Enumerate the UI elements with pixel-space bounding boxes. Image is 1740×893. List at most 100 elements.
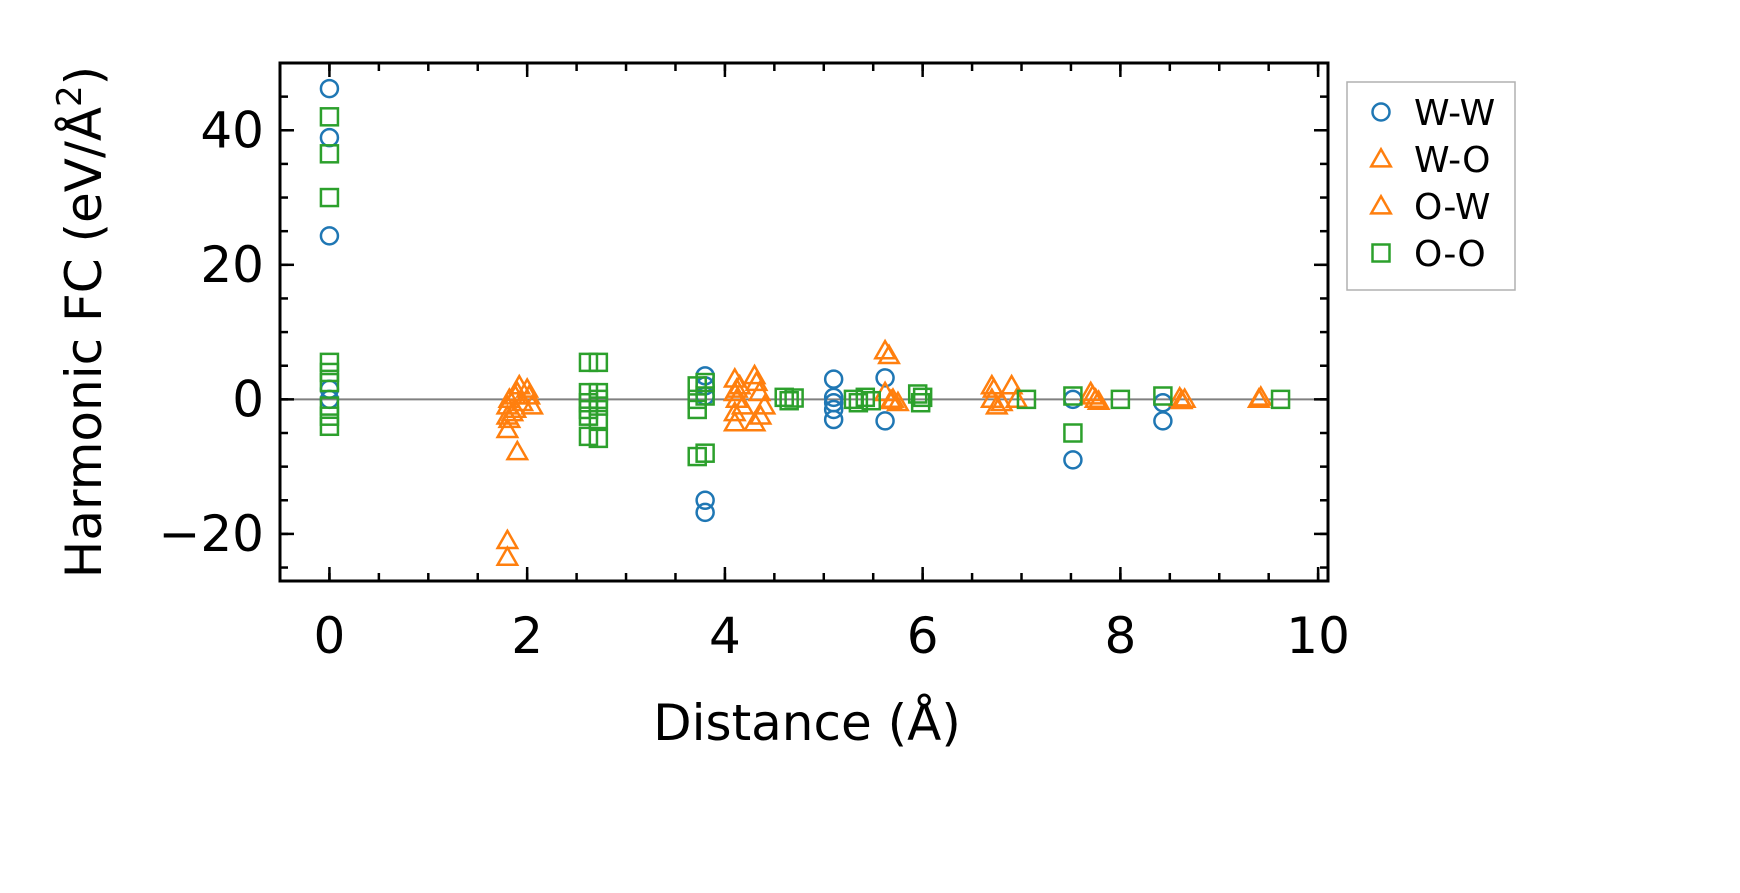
data-point-o-w [981,376,1006,398]
data-point-o-w [505,380,530,402]
plot-area [280,63,1328,581]
y-axis-label-superscript: 2 [50,85,90,107]
data-point-w-w [823,409,844,430]
data-point-w-w [823,399,844,420]
data-point-w-o [885,390,910,412]
data-point-o-o [1153,386,1173,406]
data-point-o-o [578,426,599,447]
data-point-o-w [1169,388,1194,410]
data-point-o-o [848,392,869,413]
legend-marker-w-o [1369,146,1393,168]
x-tick-label: 8 [1104,607,1136,665]
data-point-w-w [875,411,895,431]
data-point-o-o [779,390,799,411]
data-point-o-o [319,187,340,208]
data-point-w-w [319,226,340,246]
data-point-o-o [774,387,794,408]
tick-labels: 0 2 4 6 8 10 −20 0 20 40 [158,101,1349,665]
x-tick-label: 10 [1286,607,1350,665]
data-point-w-o [742,410,767,432]
data-point-w-o [1004,387,1029,408]
data-point-o-o [319,352,340,373]
legend-entry-o-w: O-W [1369,187,1490,228]
data-point-o-o [319,372,340,393]
data-point-o-w [722,400,747,422]
y-tick-label: −20 [158,505,264,563]
data-point-o-o [695,372,715,393]
data-point-w-o [747,380,772,402]
data-point-o-o [695,386,715,406]
x-tick-label: 0 [314,607,346,665]
data-point-w-o [505,439,530,461]
legend-label-w-o: W-O [1414,140,1490,181]
legend-label-o-w: O-W [1414,187,1490,228]
data-point-o-o [588,352,609,373]
data-point-o-o [1063,386,1083,406]
data-point-o-o [861,390,881,411]
legend-entries: W-W W-O O-W O-O [1369,93,1495,275]
data-point-w-o [1172,387,1197,408]
data-point-o-o [1110,389,1131,410]
data-point-w-w [823,387,844,408]
data-point-o-w [730,393,755,415]
x-tick-label: 6 [907,607,939,665]
data-point-o-w [517,383,542,405]
legend: W-W W-O O-W O-O [1346,81,1516,291]
plot-frame [278,61,1330,583]
data-point-o-o [1270,389,1291,410]
y-axis-label-main: Harmonic FC (eV/Å [55,107,113,578]
data-point-o-w [879,388,903,410]
series-o-w [497,343,1273,429]
data-point-w-o [515,376,540,398]
data-point-o-w [748,403,773,425]
data-point-o-o [319,416,340,437]
data-point-o-o [695,443,715,463]
x-axis-label: Distance (Å) [653,694,961,752]
data-point-o-o [588,428,609,449]
legend-label-w-w: W-W [1414,93,1495,134]
x-tick-label: 2 [511,607,543,665]
legend-entry-o-o: O-O [1371,234,1486,275]
data-point-o-o [910,392,931,413]
data-point-o-w [724,376,749,398]
legend-marker-o-w [1369,193,1393,215]
data-point-w-w [1063,450,1083,470]
data-point-o-o [912,387,933,408]
series-o-o [319,107,1291,467]
data-point-w-o [742,363,767,385]
legend-marker-w-w [1371,102,1391,122]
data-point-w-w [1153,411,1173,431]
data-point-w-o [984,393,1009,415]
data-points [319,78,1291,567]
data-point-w-w [695,490,715,511]
axis-ticks [278,61,1328,581]
data-point-w-o [520,393,545,415]
y-axis-label: Harmonic FC (eV/Å2) [50,66,113,578]
data-point-o-o [784,388,804,408]
data-point-o-o [1063,423,1083,443]
data-point-o-o [578,352,599,373]
data-point-o-o [319,406,340,426]
data-point-o-o [578,406,599,426]
y-tick-label: 40 [200,101,264,159]
legend-label-o-o: O-O [1414,234,1486,275]
data-point-o-o [319,362,340,383]
legend-marker-o-o [1371,243,1391,263]
data-point-w-w [875,368,895,388]
data-point-o-o [319,144,340,164]
x-tick-label: 4 [709,607,741,665]
data-point-w-o [495,545,520,567]
data-point-o-o [588,409,609,430]
data-point-o-w [1086,389,1111,410]
data-point-w-o [495,417,520,439]
legend-entry-w-w: W-W [1371,93,1495,134]
data-point-w-w [319,78,340,99]
data-point-w-w [695,502,715,523]
data-point-o-o [319,396,340,416]
y-axis-label-close: ) [55,66,113,86]
data-point-o-o [319,107,340,127]
data-point-o-w [744,370,769,392]
data-point-o-o [1016,389,1037,410]
data-point-o-w [989,390,1014,412]
